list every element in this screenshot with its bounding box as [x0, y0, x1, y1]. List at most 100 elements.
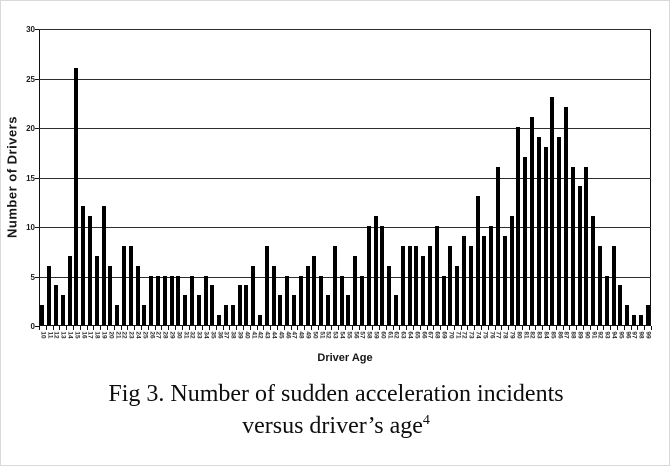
x-tick-mark [385, 326, 387, 330]
x-tick-mark [555, 326, 557, 330]
x-tick-mark [52, 326, 54, 330]
bar-age-76 [489, 226, 494, 325]
y-tick-label-10: 10 [26, 223, 35, 232]
x-tick-mark [440, 326, 442, 330]
bar-age-97 [632, 315, 636, 325]
bar-age-63 [400, 245, 405, 325]
bar-age-67 [428, 245, 432, 325]
x-tick-mark [528, 326, 530, 330]
x-tick-mark [447, 326, 448, 330]
bar-age-71 [455, 265, 460, 325]
bar-age-81 [523, 156, 528, 325]
x-tick-mark [141, 326, 142, 330]
x-tick-mark [39, 326, 40, 330]
caption-line-2: versus driver’s age4 [242, 413, 430, 439]
y-tick-mark [35, 29, 39, 30]
x-tick-mark [542, 326, 544, 330]
x-tick-mark [406, 326, 408, 330]
y-tick-mark [35, 128, 39, 129]
bar-age-98 [638, 315, 643, 325]
bar-age-19 [101, 206, 106, 325]
bar-age-41 [251, 265, 256, 325]
y-tick-label-15: 15 [26, 173, 35, 183]
x-tick-mark [576, 326, 578, 330]
x-tick-mark [45, 326, 47, 330]
x-tick-mark [617, 326, 618, 330]
bar-age-38 [230, 305, 235, 325]
bar-age-75 [482, 235, 487, 325]
x-tick-mark [596, 326, 598, 330]
bar-age-16 [81, 206, 86, 325]
x-tick-mark [277, 326, 278, 330]
y-tick-mark [35, 326, 39, 327]
x-tick-mark [481, 326, 482, 330]
bar-age-44 [271, 265, 276, 325]
bar-age-12 [54, 285, 58, 325]
x-tick-mark [107, 326, 108, 330]
bar-age-18 [94, 255, 99, 325]
x-tick-mark [324, 326, 326, 330]
x-tick-mark [589, 326, 591, 330]
x-tick-mark [304, 326, 306, 330]
bar-age-64 [407, 245, 412, 325]
bar-age-72 [462, 235, 466, 325]
figure-caption: Fig 3. Number of sudden acceleration inc… [1, 378, 669, 442]
gridline-30 [39, 29, 651, 30]
bar-age-20 [108, 265, 113, 325]
y-tick-label-5: 5 [30, 272, 35, 282]
y-tick-mark [35, 276, 39, 278]
x-tick-mark [487, 326, 489, 330]
x-tick-mark [283, 326, 285, 330]
x-tick-mark [372, 326, 374, 330]
bar-age-79 [509, 216, 514, 325]
x-tick-mark [426, 326, 428, 330]
bar-age-31 [183, 295, 188, 325]
bar-age-85 [550, 97, 555, 325]
x-tick-mark [297, 326, 299, 330]
x-tick-mark [535, 326, 537, 330]
x-tick-mark [290, 326, 292, 330]
x-tick-mark [419, 326, 421, 330]
x-tick-mark [86, 326, 88, 330]
x-tick-mark [453, 326, 455, 330]
bar-age-69 [441, 275, 446, 325]
bar-age-66 [421, 255, 426, 325]
x-tick-mark [195, 326, 197, 330]
x-tick-mark [433, 326, 435, 330]
y-tick-mark [35, 177, 39, 179]
bar-age-88 [570, 166, 575, 325]
bar-age-60 [380, 226, 385, 325]
bar-age-87 [564, 107, 568, 325]
bar-age-37 [224, 305, 228, 325]
bar-age-58 [366, 226, 371, 325]
bar-age-55 [346, 295, 351, 325]
bar-age-26 [149, 275, 154, 325]
bar-age-15 [74, 67, 79, 325]
bar-age-47 [292, 295, 296, 325]
x-tick-mark [66, 326, 68, 330]
gridline-25 [39, 78, 651, 80]
x-tick-mark [59, 326, 61, 330]
bar-age-24 [135, 265, 140, 325]
bar-age-25 [142, 305, 147, 325]
x-tick-mark [610, 326, 612, 330]
x-tick-mark [515, 326, 516, 330]
bar-age-59 [373, 216, 378, 325]
x-tick-mark [147, 326, 149, 330]
bar-age-77 [496, 166, 500, 325]
bar-age-53 [332, 245, 337, 325]
bar-age-39 [237, 285, 242, 325]
x-tick-mark [134, 326, 136, 330]
bar-age-43 [264, 245, 269, 325]
x-tick-mark [317, 326, 319, 330]
bar-age-62 [394, 295, 398, 325]
x-tick-mark [127, 326, 129, 330]
bar-age-42 [258, 315, 262, 325]
bar-age-30 [176, 275, 181, 325]
x-tick-mark [562, 326, 564, 330]
x-tick-mark [229, 326, 231, 330]
bar-age-40 [244, 285, 249, 325]
bar-age-83 [536, 136, 541, 325]
bar-age-65 [414, 245, 419, 325]
